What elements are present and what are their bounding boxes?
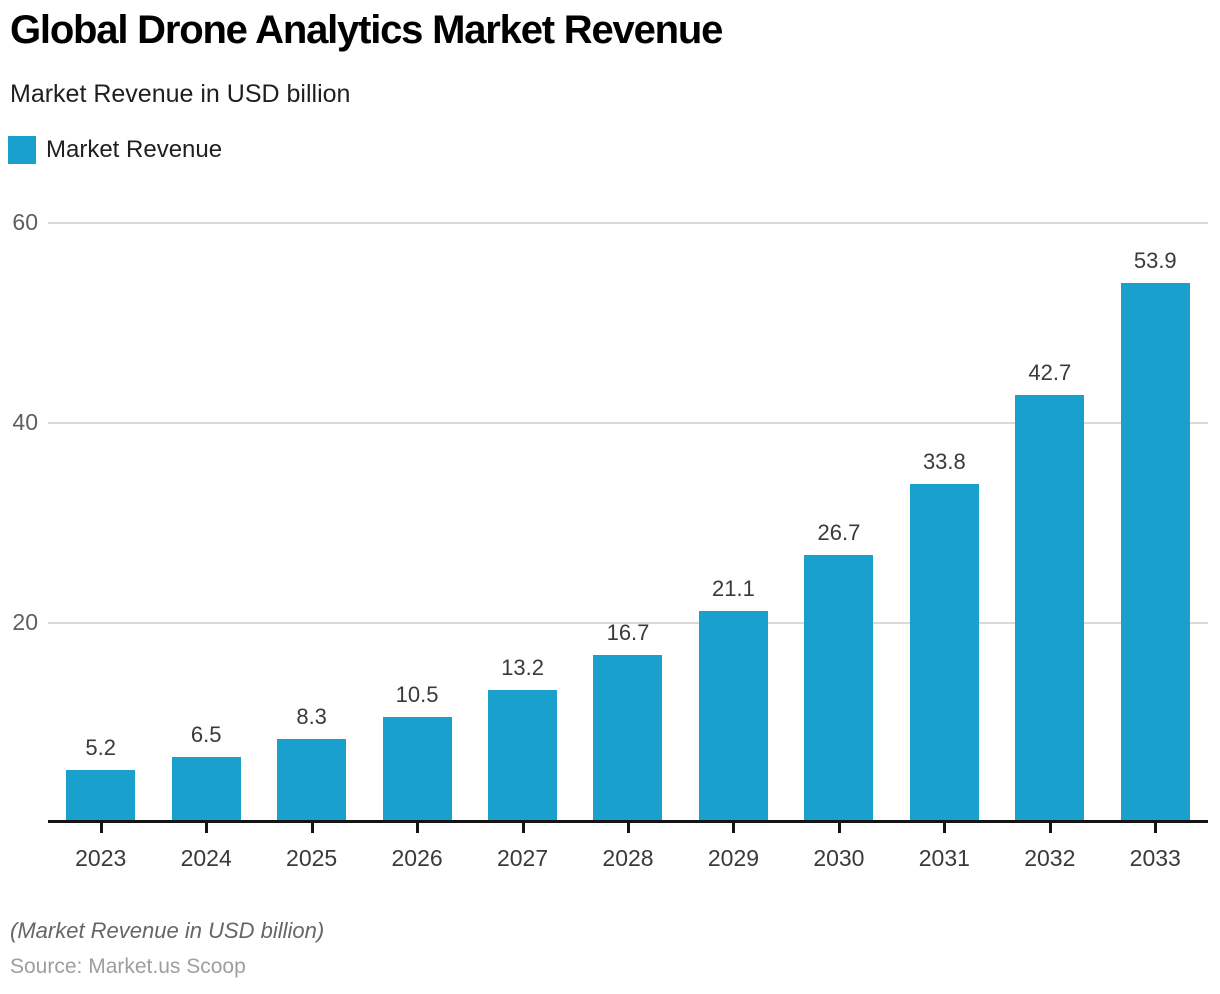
bar-2026 — [382, 717, 452, 822]
bar-column-2027: 13.2 — [470, 222, 575, 822]
y-axis-labels: 20 40 60 — [0, 209, 38, 822]
gridline-20 — [48, 622, 1208, 624]
bar-2028 — [593, 655, 663, 822]
y-tick-label-60: 60 — [12, 209, 38, 235]
bar-2030 — [804, 555, 874, 822]
bar-column-2026: 10.5 — [364, 222, 469, 822]
x-tick-label-2024: 2024 — [180, 845, 232, 871]
bar-value-label-2027: 13.2 — [501, 655, 544, 680]
x-tick-label-2026: 2026 — [391, 845, 443, 871]
x-tick-label-2032: 2032 — [1024, 845, 1076, 871]
page-title: Global Drone Analytics Market Revenue — [10, 8, 723, 52]
chart-subtitle: Market Revenue in USD billion — [10, 80, 351, 108]
bar-value-label-2031: 33.8 — [922, 449, 966, 474]
bar-2033 — [1120, 283, 1190, 822]
bar-value-label-2033: 53.9 — [1133, 248, 1177, 273]
x-cell-2023: 2023 — [48, 823, 153, 883]
x-cell-2031: 2031 — [892, 823, 997, 883]
x-tick-label-2027: 2027 — [496, 845, 549, 871]
bar-value-label-2024: 6.5 — [190, 722, 222, 747]
bar-column-2032: 42.7 — [997, 222, 1102, 822]
bar-value-label-2030: 26.7 — [817, 520, 861, 545]
x-axis-line — [48, 820, 1208, 823]
x-cell-2026: 2026 — [364, 823, 469, 883]
x-axis-labels: 2023 2024 2025 2026 2027 2028 2029 2030 2031 2032… — [48, 823, 1208, 883]
bar-column-2031: 33.8 — [892, 222, 997, 822]
plot-area: 5.2 6.5 8.3 10.5 13.2 16.7 21.1 26.7 33.8 42.7 53.… — [48, 222, 1208, 822]
bar-2031 — [909, 484, 979, 822]
bar-column-2030: 26.7 — [786, 222, 891, 822]
gridline-60 — [48, 222, 1208, 224]
x-cell-2027: 2027 — [470, 823, 575, 883]
x-cell-2030: 2030 — [786, 823, 891, 883]
bar-2027 — [488, 690, 558, 822]
x-cell-2029: 2029 — [681, 823, 786, 883]
bar-2023 — [66, 770, 136, 822]
bar-column-2029: 21.1 — [681, 222, 786, 822]
legend: Market Revenue — [8, 136, 222, 164]
bar-column-2025: 8.3 — [259, 222, 364, 822]
bar-value-label-2032: 42.7 — [1028, 360, 1072, 385]
x-tick-2026 — [416, 823, 420, 833]
x-tick-2027 — [521, 823, 525, 833]
bar-column-2023: 5.2 — [48, 222, 153, 822]
bar-2024 — [171, 757, 241, 822]
legend-swatch-icon — [8, 136, 36, 164]
bar-value-label-2026: 10.5 — [395, 682, 439, 707]
x-cell-2024: 2024 — [153, 823, 258, 883]
x-tick-label-2028: 2028 — [602, 845, 654, 871]
x-tick-label-2033: 2033 — [1129, 845, 1181, 871]
bar-column-2028: 16.7 — [575, 222, 680, 822]
x-cell-2028: 2028 — [575, 823, 680, 883]
bar-value-label-2029: 21.1 — [712, 576, 755, 601]
y-tick-label-40: 40 — [12, 409, 38, 435]
x-tick-2031 — [943, 823, 947, 833]
y-tick-label-20: 20 — [12, 609, 38, 635]
footer-source: Source: Market.us Scoop — [10, 955, 246, 978]
x-cell-2032: 2032 — [997, 823, 1102, 883]
bar-column-2033: 53.9 — [1103, 222, 1208, 822]
x-cell-2033: 2033 — [1103, 823, 1208, 883]
x-tick-2024 — [205, 823, 209, 833]
bar-2029 — [698, 611, 768, 822]
bar-2025 — [277, 739, 347, 822]
x-tick-label-2025: 2025 — [286, 845, 338, 871]
bar-value-label-2023: 5.2 — [85, 735, 117, 760]
x-tick-label-2023: 2023 — [75, 845, 127, 871]
footer-note: (Market Revenue in USD billion) — [10, 918, 325, 943]
x-tick-2028 — [626, 823, 630, 833]
legend-label: Market Revenue — [46, 136, 223, 163]
bar-value-label-2028: 16.7 — [606, 620, 650, 645]
gridline-40 — [48, 422, 1208, 424]
bar-value-label-2025: 8.3 — [296, 704, 327, 729]
x-tick-label-2029: 2029 — [707, 845, 760, 871]
x-tick-label-2031: 2031 — [918, 845, 970, 871]
x-tick-2032 — [1048, 823, 1052, 833]
x-tick-label-2030: 2030 — [813, 845, 865, 871]
x-tick-2029 — [732, 823, 736, 833]
x-tick-2025 — [310, 823, 314, 833]
bar-column-2024: 6.5 — [153, 222, 258, 822]
x-tick-2023 — [99, 823, 103, 833]
x-tick-2030 — [837, 823, 841, 833]
bar-series: 5.2 6.5 8.3 10.5 13.2 16.7 21.1 26.7 33.8 42.7 53.… — [48, 222, 1208, 822]
x-tick-2033 — [1154, 823, 1158, 833]
x-cell-2025: 2025 — [259, 823, 364, 883]
bar-2032 — [1015, 395, 1085, 822]
